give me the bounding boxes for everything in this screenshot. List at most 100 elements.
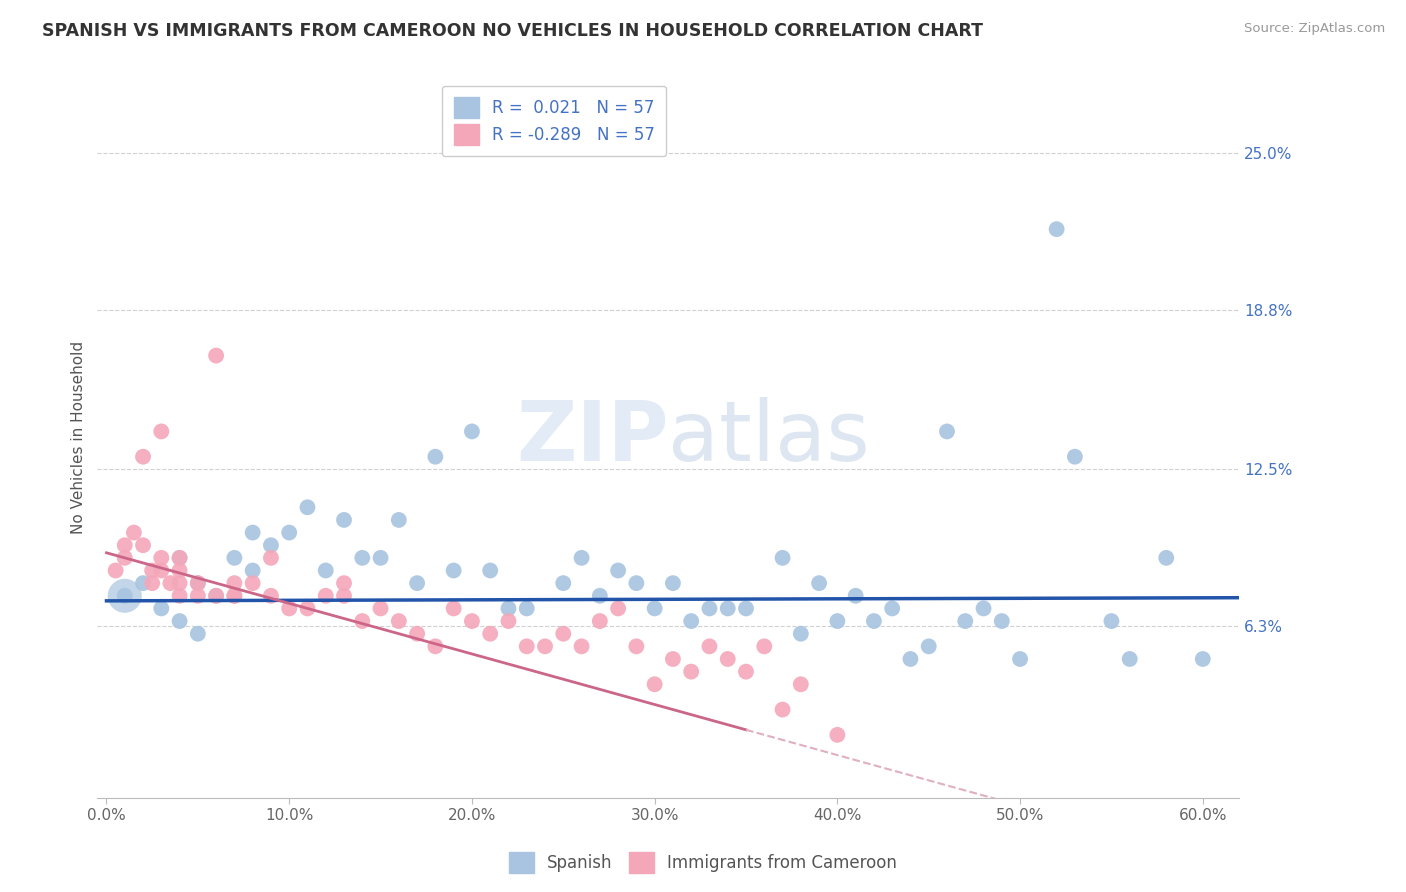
Point <box>187 576 209 591</box>
Point <box>224 576 246 591</box>
Point <box>1118 652 1140 666</box>
Point <box>644 601 666 615</box>
Point <box>187 626 209 640</box>
Point <box>150 425 173 439</box>
Point <box>260 589 283 603</box>
Point <box>827 728 849 742</box>
Point <box>681 614 703 628</box>
Y-axis label: No Vehicles in Household: No Vehicles in Household <box>72 341 86 534</box>
Text: ZIP: ZIP <box>516 397 668 478</box>
Point <box>644 677 666 691</box>
Point <box>132 450 155 464</box>
Point <box>297 500 319 515</box>
Point <box>169 614 191 628</box>
Text: atlas: atlas <box>668 397 870 478</box>
Point <box>333 513 356 527</box>
Point <box>735 601 758 615</box>
Point <box>169 576 191 591</box>
Point <box>114 550 136 565</box>
Point <box>717 652 740 666</box>
Point <box>114 589 136 603</box>
Point <box>534 640 557 654</box>
Point <box>553 576 575 591</box>
Point <box>699 601 721 615</box>
Point <box>370 550 392 565</box>
Point <box>187 576 209 591</box>
Point <box>315 589 337 603</box>
Point <box>114 538 136 552</box>
Point <box>169 550 191 565</box>
Point <box>626 576 648 591</box>
Point <box>406 626 429 640</box>
Point <box>187 589 209 603</box>
Point <box>388 614 411 628</box>
Point <box>461 425 484 439</box>
Point <box>589 589 612 603</box>
Point <box>479 564 502 578</box>
Point <box>333 589 356 603</box>
Point <box>141 564 163 578</box>
Point <box>863 614 886 628</box>
Point <box>370 601 392 615</box>
Point <box>278 601 301 615</box>
Point <box>122 525 145 540</box>
Point <box>242 525 264 540</box>
Point <box>278 525 301 540</box>
Point <box>205 589 228 603</box>
Point <box>955 614 977 628</box>
Point <box>425 640 447 654</box>
Legend: R =  0.021   N = 57, R = -0.289   N = 57: R = 0.021 N = 57, R = -0.289 N = 57 <box>441 86 666 156</box>
Point <box>1010 652 1032 666</box>
Point <box>607 601 630 615</box>
Point <box>882 601 904 615</box>
Point <box>808 576 831 591</box>
Point <box>991 614 1014 628</box>
Point <box>1099 614 1122 628</box>
Point <box>717 601 740 615</box>
Point <box>973 601 995 615</box>
Point <box>260 538 283 552</box>
Point <box>735 665 758 679</box>
Point <box>516 601 538 615</box>
Point <box>1064 450 1087 464</box>
Point <box>498 601 520 615</box>
Point <box>150 564 173 578</box>
Point <box>681 665 703 679</box>
Point <box>260 550 283 565</box>
Point <box>553 626 575 640</box>
Point <box>425 450 447 464</box>
Point <box>224 589 246 603</box>
Point <box>516 640 538 654</box>
Point <box>443 601 465 615</box>
Point <box>900 652 922 666</box>
Point <box>699 640 721 654</box>
Legend: Spanish, Immigrants from Cameroon: Spanish, Immigrants from Cameroon <box>502 846 904 880</box>
Point <box>169 589 191 603</box>
Point <box>790 626 813 640</box>
Point <box>772 702 794 716</box>
Point <box>662 576 685 591</box>
Point <box>315 564 337 578</box>
Point <box>169 564 191 578</box>
Point <box>406 576 429 591</box>
Point <box>571 640 593 654</box>
Point <box>205 349 228 363</box>
Point <box>297 601 319 615</box>
Point <box>205 589 228 603</box>
Point <box>141 576 163 591</box>
Point <box>607 564 630 578</box>
Point <box>352 550 374 565</box>
Point <box>132 538 155 552</box>
Point <box>626 640 648 654</box>
Point <box>150 550 173 565</box>
Point <box>169 550 191 565</box>
Point <box>242 576 264 591</box>
Point <box>132 576 155 591</box>
Point <box>827 614 849 628</box>
Point <box>333 576 356 591</box>
Text: SPANISH VS IMMIGRANTS FROM CAMEROON NO VEHICLES IN HOUSEHOLD CORRELATION CHART: SPANISH VS IMMIGRANTS FROM CAMEROON NO V… <box>42 22 983 40</box>
Point <box>498 614 520 628</box>
Point <box>224 550 246 565</box>
Point <box>571 550 593 565</box>
Point <box>443 564 465 578</box>
